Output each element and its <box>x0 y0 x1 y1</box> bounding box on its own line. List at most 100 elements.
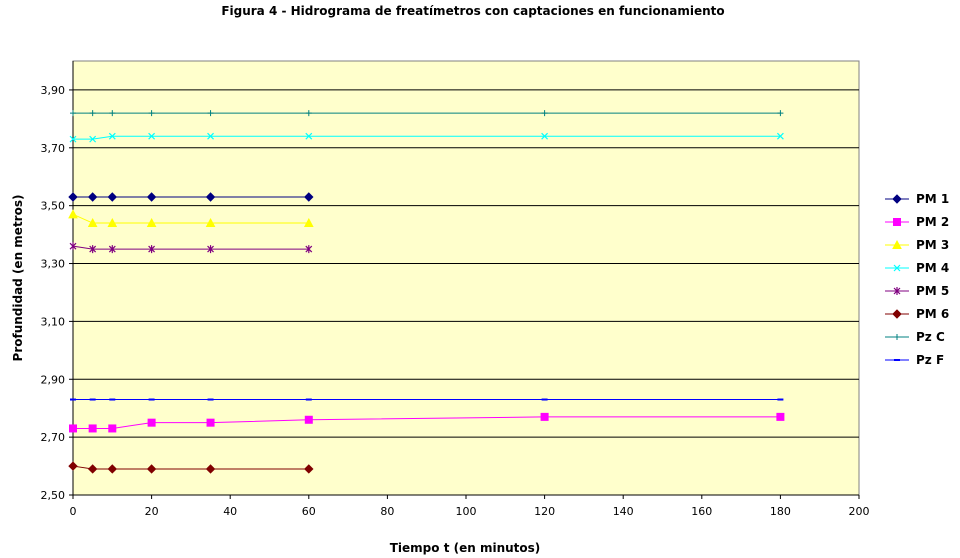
data-point-pm-6 <box>68 461 78 471</box>
data-point-pm-2 <box>776 412 785 421</box>
x-tick-label: 40 <box>223 505 237 518</box>
series-line-pm-5 <box>72 245 309 250</box>
legend-marker <box>894 334 900 340</box>
data-point-pm-2 <box>206 418 215 427</box>
data-point-pm-1 <box>68 192 78 202</box>
data-point-pm-4 <box>89 135 97 143</box>
data-point-pz-c <box>305 110 312 117</box>
data-point-pm-5 <box>89 245 97 254</box>
data-point-pm-6 <box>146 464 157 474</box>
data-point-pm-5 <box>305 245 313 254</box>
series-group <box>68 110 785 474</box>
data-point-pm-4 <box>776 132 784 140</box>
series-pm-4 <box>69 132 784 143</box>
data-point-pm-6 <box>205 464 216 474</box>
y-tick-label: 3,30 <box>41 258 66 271</box>
data-point-pm-3 <box>68 209 78 219</box>
data-point-pm-1 <box>304 192 314 202</box>
y-tick-label: 3,50 <box>41 200 66 213</box>
legend-label: PM 2 <box>916 215 949 229</box>
data-point-pm-2 <box>88 424 97 433</box>
series-pm-5 <box>69 242 313 254</box>
y-tick-label: 2,70 <box>41 431 66 444</box>
series-pm-3 <box>68 209 314 228</box>
data-point-pm-3 <box>87 217 98 228</box>
data-point-pm-1 <box>205 192 216 202</box>
y-tick-label: 3,70 <box>41 142 66 155</box>
data-point-pz-c <box>70 110 76 117</box>
legend-item-pm-2: PM 2 <box>885 215 949 229</box>
legend-label: Pz C <box>916 330 945 344</box>
x-tick-label: 180 <box>770 505 791 518</box>
legend-item-pm-3: PM 3 <box>885 238 949 252</box>
legend: PM 1 PM 2 PM 3 PM 4 PM 5 PM 6 Pz C Pz F <box>885 192 949 367</box>
plot-area <box>72 60 860 496</box>
data-point-pm-5 <box>108 245 116 254</box>
legend-item-pm-6: PM 6 <box>885 307 949 321</box>
data-point-pm-2 <box>147 418 156 427</box>
data-point-pz-c <box>89 110 96 117</box>
data-point-pm-1 <box>87 192 98 202</box>
data-point-pz-c <box>777 110 784 117</box>
data-point-pm-5 <box>148 245 156 254</box>
data-point-pm-3 <box>146 217 157 228</box>
series-pm-6 <box>68 461 314 474</box>
data-point-pm-6 <box>107 464 118 474</box>
data-point-pm-5 <box>207 245 214 254</box>
data-point-pm-3 <box>107 217 118 228</box>
data-point-pm-4 <box>108 132 116 140</box>
x-axis-label: Tiempo t (en minutos) <box>390 541 541 555</box>
data-point-pm-2 <box>540 412 549 421</box>
series-line-pm-4 <box>73 135 781 140</box>
legend-label: PM 5 <box>916 284 949 298</box>
data-point-pm-3 <box>303 217 314 228</box>
legend-marker <box>892 194 902 204</box>
series-pz-c <box>70 110 784 117</box>
data-point-pm-1 <box>146 192 157 202</box>
data-point-pz-c <box>207 110 214 117</box>
legend-item-pm-4: PM 4 <box>885 261 949 275</box>
legend-item-pz-c: Pz C <box>885 330 945 344</box>
data-point-pm-3 <box>205 217 216 228</box>
chart-title: Figura 4 - Hidrograma de freatímetros co… <box>221 4 724 18</box>
x-tick-label: 200 <box>849 505 870 518</box>
x-tick-label: 160 <box>691 505 712 518</box>
legend-marker <box>893 218 901 226</box>
y-tick-label: 3,90 <box>41 84 66 97</box>
legend-label: PM 1 <box>916 192 949 206</box>
data-point-pz-c <box>541 110 548 117</box>
data-point-pm-4 <box>207 132 214 140</box>
x-tick-label: 140 <box>613 505 634 518</box>
x-tick-label: 100 <box>456 505 477 518</box>
gridlines <box>73 89 859 438</box>
data-point-pm-4 <box>148 132 156 140</box>
data-point-pm-4 <box>69 135 77 143</box>
legend-marker <box>893 264 901 272</box>
legend-label: PM 4 <box>916 261 949 275</box>
data-point-pm-5 <box>69 242 77 251</box>
legend-item-pm-1: PM 1 <box>885 192 949 206</box>
legend-label: PM 3 <box>916 238 949 252</box>
legend-marker <box>893 287 901 295</box>
series-pm-2 <box>69 412 785 433</box>
x-tick-label: 20 <box>145 505 159 518</box>
y-tick-label: 3,10 <box>41 315 66 328</box>
data-point-pm-4 <box>305 132 313 140</box>
x-tick-label: 80 <box>380 505 394 518</box>
data-point-pm-6 <box>304 464 314 474</box>
series-line-pm-3 <box>72 213 309 224</box>
data-point-pz-c <box>148 110 155 117</box>
data-point-pm-4 <box>541 132 549 140</box>
legend-label: Pz F <box>916 353 944 367</box>
y-axis-label: Profundidad (en metros) <box>11 195 25 362</box>
x-tick-label: 60 <box>302 505 316 518</box>
data-point-pm-1 <box>107 192 118 202</box>
x-tick-label: 120 <box>534 505 555 518</box>
legend-marker <box>892 239 902 249</box>
x-tick-label: 0 <box>70 505 77 518</box>
y-tick-label: 2,50 <box>41 489 66 502</box>
legend-marker <box>892 309 902 319</box>
series-pm-1 <box>68 192 314 202</box>
data-point-pz-c <box>109 110 116 117</box>
